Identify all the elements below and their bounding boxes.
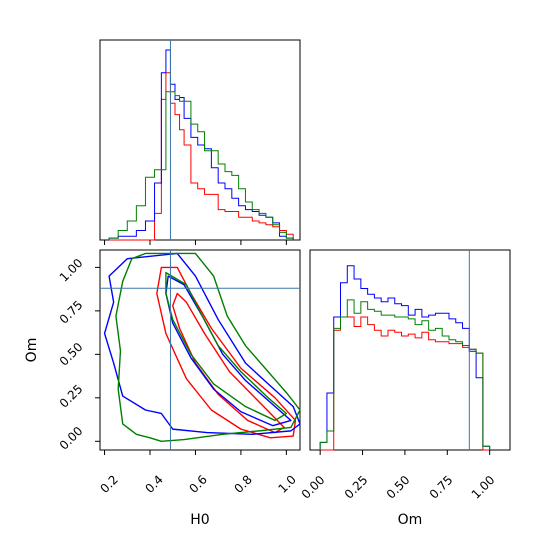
h0-histogram-panel [104,40,294,245]
contour-red-series [156,266,297,439]
h0-om-contour-panel [95,250,301,455]
histogram-green-series [319,299,491,450]
h0-histogram-frame [99,39,301,241]
contour-blue-series [103,252,301,436]
om-y-axis-label: Om [24,338,40,363]
om-tick-label: 0.50 [384,473,413,502]
om-ytick-label: 0.50 [57,340,86,369]
h0-tick-label: 0.8 [231,472,254,495]
histogram-red-series [320,316,490,451]
h0-tick-label: 0.2 [97,472,120,495]
om-tick-label: 0.75 [427,473,456,502]
histogram-blue-series [319,265,491,450]
contour-green-series [165,271,288,422]
h0-tick-label: 0.4 [142,472,165,495]
om-ytick-label: 0.75 [57,298,86,327]
om-ytick-label: 1.00 [57,256,86,285]
h0-tick-label: 1.0 [275,472,298,495]
om-histogram-frame [309,249,511,451]
h0-axis-label: H0 [190,512,209,528]
h0-om-contour-frame [99,249,301,451]
om-tick-label: 0.00 [299,473,328,502]
om-tick-label: 0.25 [342,473,371,502]
om-ytick-label: 0.00 [57,424,86,453]
om-tick-label: 1.00 [469,473,498,502]
h0-tick-label: 0.6 [186,472,209,495]
histogram-green-series [108,91,294,240]
om-histogram-panel [319,250,491,455]
contour-green-series [115,252,301,443]
contour-red-series [172,292,285,434]
om-axis-label: Om [398,512,423,528]
om-ytick-label: 0.25 [57,382,86,411]
